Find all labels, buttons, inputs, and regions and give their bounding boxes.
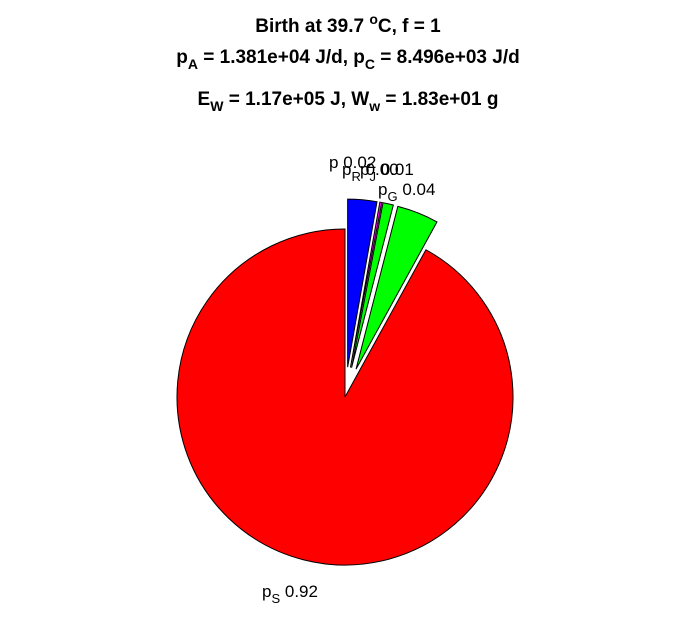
pie-slice-r (349, 201, 383, 368)
slice-label-s: pS 0.92 (262, 582, 318, 606)
pie-slice-g (355, 205, 438, 370)
title-line-2: pA = 1.381e+04 J/d, pC = 8.496e+03 J/d (176, 47, 519, 72)
slice-label-r: pR 0.00 (342, 160, 399, 184)
chart-title: Birth at 39.7 oC, f = 1 pA = 1.381e+04 J… (176, 11, 519, 114)
title-line-1: Birth at 39.7 oC, f = 1 (255, 11, 441, 37)
pie-slices (176, 198, 514, 566)
slice-label-j: pJ 0.01 (360, 160, 414, 184)
pie-slice-unlabeled (347, 198, 378, 368)
slice-label-unlabeled: p 0.02 (329, 153, 376, 172)
pie-slice-s (176, 228, 514, 566)
title-line-3: EW = 1.17e+05 J, Ww = 1.83e+01 g (198, 89, 499, 114)
slice-label-g: pG 0.04 (378, 180, 435, 204)
pie-slice-j (351, 202, 394, 368)
